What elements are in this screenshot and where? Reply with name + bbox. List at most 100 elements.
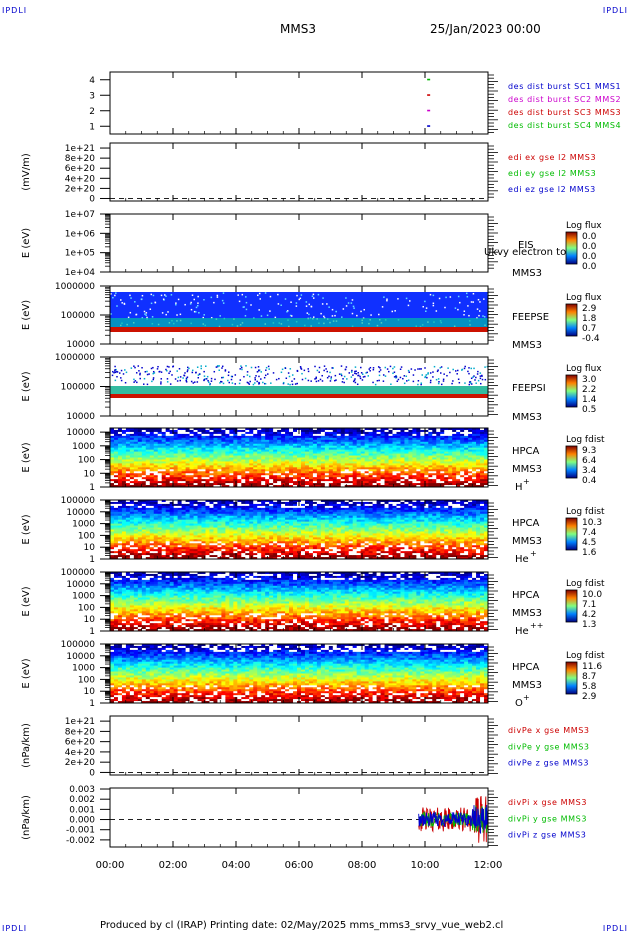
spectrogram-cell <box>384 445 389 449</box>
spectrogram-cell <box>392 475 397 478</box>
spectrogram-cell <box>129 451 135 454</box>
spectrogram-cell <box>225 467 230 470</box>
spectrogram-cell <box>408 483 413 486</box>
spectrogram-cell <box>165 505 171 509</box>
spectrogram-cell <box>428 439 433 443</box>
spectrogram-cell <box>416 455 421 458</box>
spectrogram-cell <box>189 469 194 472</box>
spectrogram-cell <box>121 467 127 470</box>
spectrogram-speckle <box>191 294 194 296</box>
spectrogram-cell <box>392 443 397 447</box>
spectrogram-cell <box>129 469 135 472</box>
spectrogram-cell <box>201 437 206 441</box>
spectrogram-cell <box>137 557 143 560</box>
spectrogram-cell <box>388 439 393 443</box>
spectrogram-speckle <box>360 366 362 369</box>
colorbar-tick-label: 9.3 <box>582 446 596 456</box>
spectrogram-cell <box>456 485 461 488</box>
spectrogram-cell <box>205 437 210 441</box>
spectrogram-cell <box>153 459 159 462</box>
spectrogram-cell <box>113 517 119 521</box>
spectrogram-cell <box>432 443 437 447</box>
spectrogram-cell <box>233 435 238 439</box>
spectrogram-cell <box>356 439 362 443</box>
spectrogram-speckle <box>267 373 269 375</box>
spectrogram-cell <box>452 485 457 488</box>
spectrogram-cell <box>257 485 262 488</box>
spectrogram-cell <box>145 547 151 550</box>
spectrogram-cell <box>400 437 405 441</box>
spectrogram-cell <box>444 433 449 437</box>
spectrogram-cell <box>177 485 183 488</box>
spectrogram-cell <box>229 477 234 480</box>
spectrogram-cell <box>464 445 469 449</box>
spectrogram-cell <box>177 477 183 480</box>
spectrogram-speckle <box>141 366 143 369</box>
spectrogram-cell <box>110 429 115 433</box>
spectrogram-cell <box>197 433 202 437</box>
spectrogram-cell <box>121 527 127 530</box>
spectrogram-cell <box>372 437 377 441</box>
spectrogram-cell <box>348 455 354 458</box>
spectrogram-cell <box>348 469 354 472</box>
spectrogram-cell <box>376 447 381 451</box>
spectrogram-cell <box>121 481 127 484</box>
spectrogram-cell <box>400 441 405 445</box>
spectrogram-cell <box>416 459 421 462</box>
spectrogram-cell <box>181 443 186 447</box>
spectrogram-cell <box>133 465 139 468</box>
spectrogram-cell <box>360 439 366 443</box>
spectrogram-cell <box>153 471 159 474</box>
spectrogram-cell <box>400 485 405 488</box>
spectrogram-cell <box>440 453 445 456</box>
spectrogram-cell <box>400 473 405 476</box>
spectrogram-cell <box>117 431 123 435</box>
spectrogram-cell <box>392 461 397 464</box>
spectrogram-cell <box>293 459 298 462</box>
instrument-label: EIS <box>518 240 534 251</box>
spectrogram-cell <box>348 437 354 441</box>
spectrogram-cell <box>189 439 194 443</box>
spectrogram-speckle <box>300 368 303 370</box>
spectrogram-cell <box>257 437 262 441</box>
spectrogram-cell <box>416 445 421 449</box>
spectrogram-cell <box>404 465 409 468</box>
spectrogram-cell <box>157 517 163 521</box>
spectrogram-cell <box>137 531 143 534</box>
spectrogram-cell <box>110 521 115 524</box>
spectrogram-cell <box>113 473 119 476</box>
spectrogram-speckle <box>317 293 320 296</box>
spectrogram-cell <box>344 451 350 454</box>
spectrogram-cell <box>372 443 377 447</box>
spectrogram-speckle <box>185 378 188 381</box>
spectrogram-cell <box>285 445 290 449</box>
spectrogram-cell <box>269 451 274 454</box>
spectrogram-hpca_h <box>110 428 489 488</box>
spectrogram-cell <box>137 447 143 451</box>
spectrogram-cell <box>432 439 437 443</box>
spectrogram-cell <box>205 465 210 468</box>
spectrogram-cell <box>277 439 282 443</box>
spectrogram-cell <box>384 479 389 482</box>
spectrogram-cell <box>472 473 477 476</box>
spectrogram-cell <box>193 443 198 447</box>
spectrogram-cell <box>324 447 330 451</box>
spectrogram-cell <box>161 473 167 476</box>
spectrogram-cell <box>137 547 143 550</box>
spectrogram-cell <box>161 461 167 464</box>
spectrogram-cell <box>368 483 374 486</box>
spectrogram-cell <box>241 475 246 478</box>
spectrogram-cell <box>408 443 413 447</box>
spectrogram-cell <box>364 443 370 447</box>
spectrogram-cell <box>293 445 298 449</box>
spectrogram-cell <box>380 483 385 486</box>
spectrogram-cell <box>149 555 155 558</box>
spacecraft-label: MMS3 <box>512 412 542 423</box>
spectrogram-cell <box>121 539 127 542</box>
spectrogram-cell <box>360 467 366 470</box>
spectrogram-cell <box>125 445 131 449</box>
spectrogram-cell <box>412 445 417 449</box>
spectrogram-cell <box>249 471 254 474</box>
spectrogram-cell <box>125 475 131 478</box>
spectrogram-speckle <box>140 298 143 300</box>
